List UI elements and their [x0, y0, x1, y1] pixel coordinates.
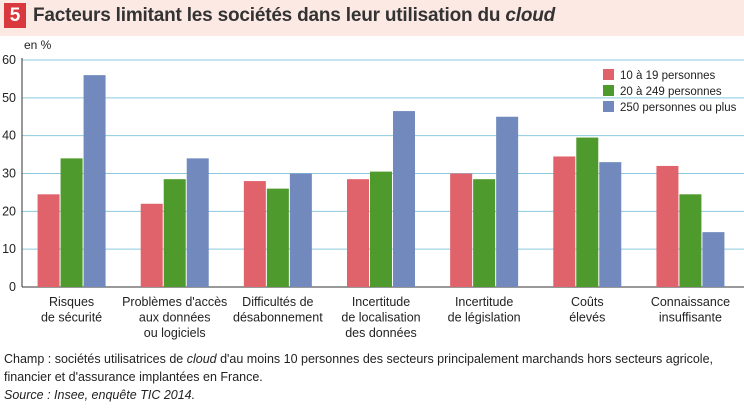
chart-title-main: Facteurs limitant les sociétés dans leur… — [33, 5, 506, 26]
y-tick-label: 10 — [2, 242, 16, 256]
bar — [289, 173, 312, 287]
bar — [60, 158, 83, 287]
title-bar: 5 Facteurs limitant les sociétés dans le… — [0, 0, 744, 36]
bar — [393, 111, 415, 287]
bar — [370, 171, 392, 287]
bars — [37, 75, 725, 287]
footnote-text-cont: d'au moins 10 personnes des secteurs pri… — [216, 352, 714, 366]
legend: 10 à 19 personnes 20 à 249 personnes 250 p… — [603, 69, 737, 114]
y-tick-label: 0 — [9, 280, 16, 294]
bar — [450, 173, 473, 287]
footnote-text: Champ : sociétés utilisatrices de — [4, 352, 187, 366]
footnote-line-2: financier et d'assurance implantées en F… — [4, 370, 263, 384]
x-tick-label: Coûts élevés — [569, 295, 605, 325]
legend-swatch — [603, 85, 614, 96]
y-tick-label: 30 — [2, 167, 16, 181]
bar — [496, 116, 519, 287]
bar — [553, 156, 576, 287]
y-tick-label: 20 — [2, 204, 16, 218]
chart-title: Facteurs limitant les sociétés dans leur… — [33, 5, 555, 27]
y-unit-label: en % — [24, 38, 52, 52]
legend-swatch — [603, 69, 614, 80]
footnote-line-1: Champ : sociétés utilisatrices de cloud … — [4, 350, 744, 368]
x-tick-label: Connaissance insuffisante — [651, 295, 730, 325]
bar — [473, 179, 496, 287]
bar — [140, 203, 163, 287]
bar — [702, 232, 725, 287]
y-tick-label: 40 — [2, 129, 16, 143]
bar — [163, 179, 186, 287]
footnote-italic: cloud — [186, 352, 217, 366]
legend-label: 20 à 249 personnes — [620, 86, 722, 98]
bar — [243, 181, 266, 287]
chart-title-italic: cloud — [505, 5, 556, 26]
bar — [656, 165, 679, 287]
source-line: Source : Insee, enquête TIC 2014. — [4, 388, 196, 402]
bar — [599, 162, 622, 287]
bar — [186, 158, 209, 287]
bar — [347, 179, 369, 287]
x-axis-labels: Risques de sécurité Problèmes d'accès aux d… — [41, 295, 730, 340]
x-tick-label: Incertitude de législation — [448, 295, 521, 325]
bar — [679, 194, 702, 287]
x-tick-label: Risques de sécurité — [41, 295, 102, 325]
bar — [266, 188, 289, 287]
x-tick-label: Problèmes d'accès aux données ou logiciels — [122, 295, 227, 340]
legend-label: 250 personnes ou plus — [620, 102, 737, 114]
legend-label: 10 à 19 personnes — [620, 70, 716, 82]
figure-number-badge: 5 — [4, 3, 26, 28]
x-tick-label: Difficultés de désabonnement — [233, 295, 323, 325]
bar — [37, 194, 60, 287]
bar-chart: en % 0 10 20 30 40 50 60 Risques de sécurité Pro… — [2, 38, 744, 340]
y-tick-label: 60 — [2, 53, 16, 67]
footnote: Champ : sociétés utilisatrices de cloud … — [4, 350, 744, 404]
x-tick-label: Incertitude de localisation des données — [341, 295, 420, 340]
bar — [576, 137, 599, 287]
legend-swatch — [603, 101, 614, 112]
y-tick-label: 50 — [2, 91, 16, 105]
bar — [83, 75, 106, 287]
